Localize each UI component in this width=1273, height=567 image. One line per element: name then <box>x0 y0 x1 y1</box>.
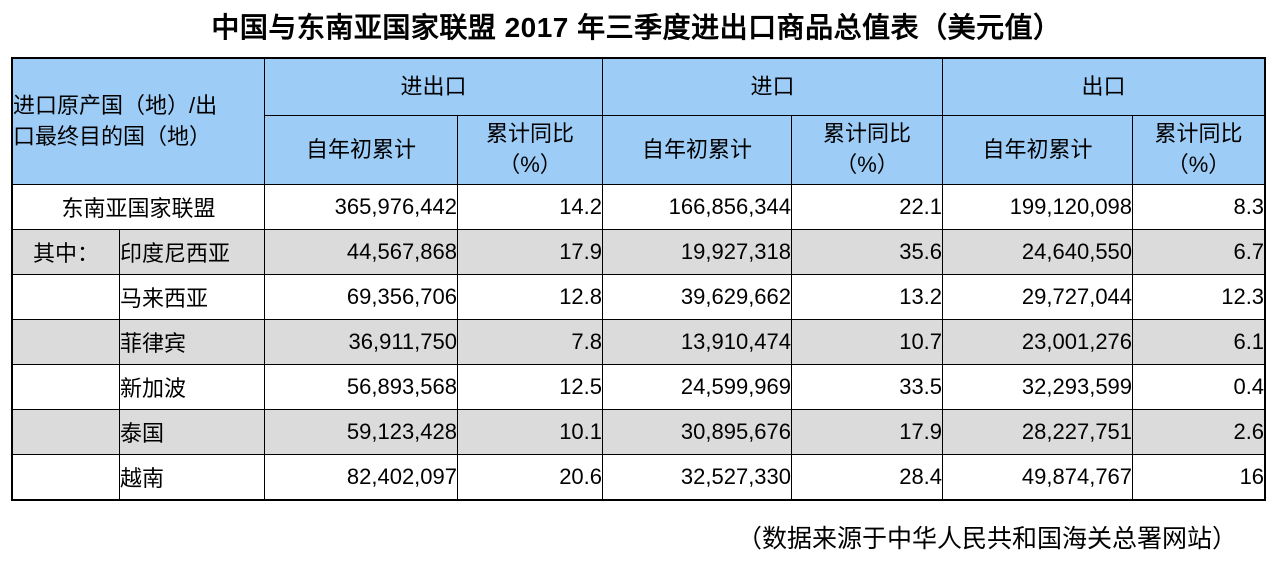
total-value-cell: 59,123,428 <box>265 410 458 455</box>
country-cell: 菲律宾 <box>120 320 265 365</box>
export-yoy-cell: 8.3 <box>1133 185 1265 230</box>
total-yoy-cell: 7.8 <box>458 320 604 365</box>
table-row-singapore: 新加波 56,893,568 12.5 24,599,969 33.5 32,2… <box>13 365 1265 410</box>
total-yoy-cell: 12.5 <box>458 365 604 410</box>
subheader-import-yoy: 累计同比 （%） <box>792 116 944 185</box>
subheader-total-yoy: 累计同比 （%） <box>458 116 604 185</box>
total-value-cell: 82,402,097 <box>265 455 458 499</box>
total-value-cell: 36,911,750 <box>265 320 458 365</box>
export-yoy-cell: 12.3 <box>1133 275 1265 320</box>
prefix-cell <box>13 410 120 455</box>
export-value-cell: 28,227,751 <box>943 410 1134 455</box>
export-yoy-cell: 2.6 <box>1133 410 1265 455</box>
export-yoy-cell: 16 <box>1133 455 1265 499</box>
table-row-indonesia: 其中： 印度尼西亚 44,567,868 17.9 19,927,318 35.… <box>13 230 1265 275</box>
total-value-cell: 44,567,868 <box>265 230 458 275</box>
export-value-cell: 23,001,276 <box>943 320 1134 365</box>
region-cell: 东南亚国家联盟 <box>13 185 265 230</box>
import-value-cell: 13,910,474 <box>603 320 793 365</box>
subheader-total-cumulative: 自年初累计 <box>265 116 458 185</box>
column-group-imports: 进口 <box>603 59 944 116</box>
prefix-cell <box>13 455 120 499</box>
import-value-cell: 24,599,969 <box>603 365 793 410</box>
header-sub-row: 自年初累计 累计同比 （%） 自年初累计 累计同比 （%） 自年初累计 累计同比… <box>13 116 1265 185</box>
prefix-cell: 其中： <box>13 230 120 275</box>
total-yoy-cell: 20.6 <box>458 455 604 499</box>
export-yoy-cell: 6.7 <box>1133 230 1265 275</box>
header-group-row: 进口原产国（地）/出 口最终目的国（地） 进出口 进口 出口 <box>13 59 1265 185</box>
trade-table: 进口原产国（地）/出 口最终目的国（地） 进出口 进口 出口 自年初累计 累计同… <box>11 57 1267 501</box>
import-yoy-cell: 33.5 <box>792 365 944 410</box>
source-note: （数据来源于中华人民共和国海关总署网站） <box>736 525 1237 553</box>
total-yoy-cell: 14.2 <box>458 185 604 230</box>
import-yoy-cell: 10.7 <box>792 320 944 365</box>
country-cell: 泰国 <box>120 410 265 455</box>
export-value-cell: 32,293,599 <box>943 365 1134 410</box>
export-value-cell: 49,874,767 <box>943 455 1134 499</box>
import-yoy-cell: 35.6 <box>792 230 944 275</box>
column-group-exports: 出口 <box>943 59 1265 116</box>
import-yoy-cell: 17.9 <box>792 410 944 455</box>
column-group-total-trade: 进出口 <box>265 59 604 116</box>
import-yoy-cell: 22.1 <box>792 185 944 230</box>
row-label-header: 进口原产国（地）/出 口最终目的国（地） <box>13 59 265 185</box>
table-row-vietnam: 越南 82,402,097 20.6 32,527,330 28.4 49,87… <box>13 455 1265 499</box>
export-yoy-cell: 0.4 <box>1133 365 1265 410</box>
import-value-cell: 30,895,676 <box>603 410 793 455</box>
import-value-cell: 19,927,318 <box>603 230 793 275</box>
import-value-cell: 166,856,344 <box>603 185 793 230</box>
total-value-cell: 69,356,706 <box>265 275 458 320</box>
total-yoy-cell: 10.1 <box>458 410 604 455</box>
table-row-asean: 东南亚国家联盟 365,976,442 14.2 166,856,344 22.… <box>13 185 1265 230</box>
prefix-cell <box>13 365 120 410</box>
table-row-thailand: 泰国 59,123,428 10.1 30,895,676 17.9 28,22… <box>13 410 1265 455</box>
export-yoy-cell: 6.1 <box>1133 320 1265 365</box>
export-value-cell: 24,640,550 <box>943 230 1134 275</box>
import-value-cell: 32,527,330 <box>603 455 793 499</box>
page-title: 中国与东南亚国家联盟 2017 年三季度进出口商品总值表（美元值） <box>211 12 1062 43</box>
total-value-cell: 56,893,568 <box>265 365 458 410</box>
prefix-cell <box>13 320 120 365</box>
country-cell: 印度尼西亚 <box>120 230 265 275</box>
subheader-export-cumulative: 自年初累计 <box>943 116 1134 185</box>
total-yoy-cell: 12.8 <box>458 275 604 320</box>
import-value-cell: 39,629,662 <box>603 275 793 320</box>
prefix-cell <box>13 275 120 320</box>
table-row-malaysia: 马来西亚 69,356,706 12.8 39,629,662 13.2 29,… <box>13 275 1265 320</box>
table-row-philippines: 菲律宾 36,911,750 7.8 13,910,474 10.7 23,00… <box>13 320 1265 365</box>
country-cell: 越南 <box>120 455 265 499</box>
total-yoy-cell: 17.9 <box>458 230 604 275</box>
subheader-import-cumulative: 自年初累计 <box>603 116 793 185</box>
import-yoy-cell: 28.4 <box>792 455 944 499</box>
export-value-cell: 199,120,098 <box>943 185 1134 230</box>
subheader-export-yoy: 累计同比 （%） <box>1133 116 1265 185</box>
country-cell: 马来西亚 <box>120 275 265 320</box>
export-value-cell: 29,727,044 <box>943 275 1134 320</box>
import-yoy-cell: 13.2 <box>792 275 944 320</box>
country-cell: 新加波 <box>120 365 265 410</box>
total-value-cell: 365,976,442 <box>265 185 458 230</box>
